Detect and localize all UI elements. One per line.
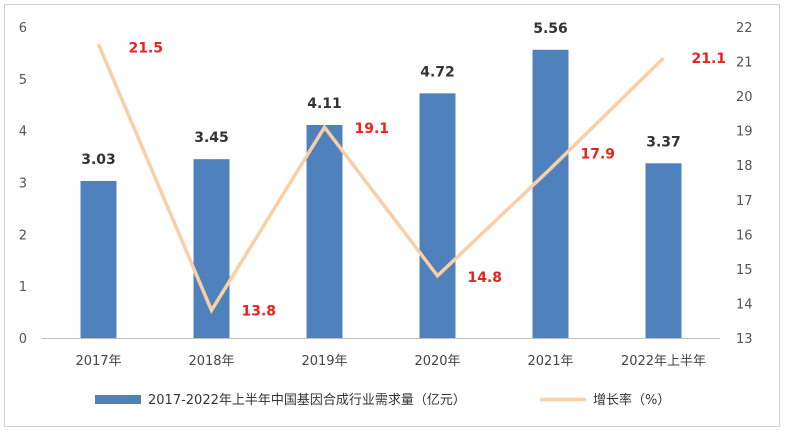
bar-value-labels: 3.03 3.45 4.11 4.72 5.56 3.37 bbox=[81, 21, 681, 168]
bar-value-label: 4.72 bbox=[420, 64, 455, 80]
category-label: 2018年 bbox=[188, 354, 234, 369]
left-tick-label: 0 bbox=[19, 332, 27, 347]
bar bbox=[306, 124, 343, 338]
bar-value-label: 3.45 bbox=[194, 130, 229, 146]
right-tick-label: 13 bbox=[736, 332, 753, 347]
bar-value-label: 5.56 bbox=[533, 21, 568, 37]
left-tick-label: 1 bbox=[19, 280, 27, 295]
left-tick-label: 6 bbox=[19, 21, 27, 36]
category-label: 2022年上半年 bbox=[621, 354, 706, 369]
right-tick-label: 17 bbox=[736, 194, 753, 209]
bar-value-label: 3.03 bbox=[81, 152, 116, 168]
right-tick-label: 20 bbox=[736, 90, 753, 105]
bar bbox=[645, 163, 682, 338]
left-tick-label: 5 bbox=[19, 73, 27, 88]
category-label: 2019年 bbox=[301, 354, 347, 369]
rate-value-label: 17.9 bbox=[581, 147, 616, 163]
right-tick-label: 14 bbox=[736, 297, 753, 312]
category-label: 2017年 bbox=[75, 354, 121, 369]
right-tick-label: 18 bbox=[736, 159, 753, 174]
rate-value-label: 14.8 bbox=[468, 270, 503, 286]
rate-line bbox=[96, 43, 665, 315]
legend-bar-label: 2017-2022年上半年中国基因合成行业需求量（亿元） bbox=[148, 393, 466, 408]
bar-value-label: 4.11 bbox=[307, 96, 342, 112]
rate-value-labels: 21.5 13.8 19.1 14.8 17.9 21.1 bbox=[129, 40, 727, 319]
rate-value-label: 19.1 bbox=[355, 121, 390, 137]
right-tick-label: 16 bbox=[736, 228, 753, 243]
left-axis: 0 1 2 3 4 5 6 bbox=[19, 21, 27, 347]
rate-value-label: 21.5 bbox=[129, 40, 164, 56]
right-tick-label: 19 bbox=[736, 125, 753, 140]
legend-bar-swatch bbox=[95, 395, 141, 404]
right-tick-label: 15 bbox=[736, 263, 753, 278]
bar bbox=[80, 180, 117, 338]
category-label: 2021年 bbox=[527, 354, 573, 369]
category-labels: 2017年 2018年 2019年 2020年 2021年 2022年上半年 bbox=[75, 354, 706, 369]
right-tick-label: 22 bbox=[736, 21, 753, 36]
rate-value-label: 21.1 bbox=[692, 51, 727, 67]
left-tick-label: 2 bbox=[19, 228, 27, 243]
legend-line-label: 增长率（%） bbox=[593, 392, 670, 408]
bar-series bbox=[80, 49, 682, 338]
bar-value-label: 3.37 bbox=[646, 134, 681, 150]
left-tick-label: 4 bbox=[19, 125, 27, 140]
right-axis: 13 14 15 16 17 18 19 20 21 22 bbox=[736, 21, 753, 347]
right-tick-label: 21 bbox=[736, 56, 753, 71]
rate-value-label: 13.8 bbox=[242, 303, 277, 319]
bar bbox=[532, 49, 569, 338]
bar bbox=[419, 93, 456, 338]
left-tick-label: 3 bbox=[19, 177, 27, 192]
category-label: 2020年 bbox=[414, 354, 460, 369]
legend: 2017-2022年上半年中国基因合成行业需求量（亿元） 增长率（%） bbox=[95, 392, 670, 408]
